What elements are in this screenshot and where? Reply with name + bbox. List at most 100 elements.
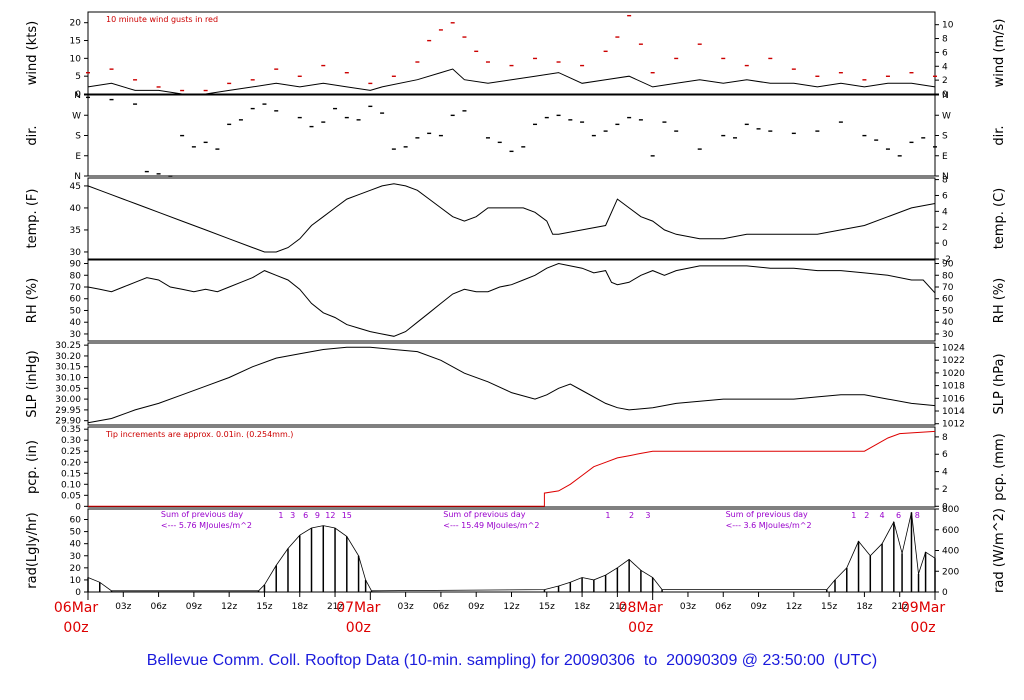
data-point (862, 79, 867, 81)
hour-label: 6 (303, 511, 308, 520)
right-tick-label: 4 (942, 207, 948, 217)
data-point (580, 64, 585, 67)
data-point (933, 146, 937, 148)
left-tick-label: 10 (70, 54, 82, 64)
right-tick-label: 400 (942, 547, 959, 557)
data-point (733, 137, 738, 139)
minor-tick-label: 06z (150, 602, 166, 612)
right-tick-label: 800 (942, 505, 959, 515)
right-tick-label: 6 (942, 450, 948, 460)
data-point (156, 86, 161, 88)
left-tick-label: 29.95 (55, 406, 81, 416)
data-point (556, 114, 561, 117)
right-tick-label: E (942, 152, 948, 162)
series-line (87, 183, 936, 253)
right-tick-label: 0 (942, 90, 948, 100)
right-tick-label: 80 (942, 271, 954, 281)
data-point (815, 130, 820, 132)
minor-tick-label: 03z (115, 602, 131, 612)
data-point (485, 61, 490, 63)
right-tick-label: N (942, 172, 949, 182)
left-tick-label: 45 (70, 182, 81, 192)
minor-tick-label: 21z (892, 602, 908, 612)
data-point (544, 116, 549, 119)
data-point (509, 64, 514, 67)
footer-prefix: Bellevue Comm. Coll. Rooftop Data (10-mi… (146, 652, 564, 669)
left-tick-label: 15 (70, 37, 81, 47)
right-tick-label: 40 (942, 318, 954, 328)
right-tick-label: -2 (942, 255, 951, 265)
right-tick-label: 0 (942, 588, 948, 598)
data-point (638, 119, 643, 121)
daily-sum-label: Sum of previous day (443, 510, 525, 519)
data-point (297, 116, 302, 119)
data-point (250, 79, 255, 81)
data-point (462, 36, 467, 38)
left-tick-label: 30 (70, 330, 82, 340)
major-tick-date: 08Mar (619, 600, 663, 616)
right-tick-label: N (942, 91, 949, 101)
minor-tick-label: 15z (539, 602, 555, 612)
data-point (191, 146, 196, 148)
data-point (909, 72, 914, 74)
data-point (674, 57, 679, 60)
left-tick-label: 40 (70, 318, 82, 328)
data-point (180, 134, 185, 137)
data-point (309, 125, 314, 128)
right-tick-label: 60 (942, 295, 954, 305)
data-point (885, 75, 890, 77)
left-tick-label: 0 (75, 90, 81, 100)
panel-frame (87, 11, 936, 95)
right-axis-label: dir. (992, 125, 1007, 145)
series-line (88, 430, 936, 507)
right-axis-label: pcp. (mm) (992, 433, 1007, 500)
left-tick-label: 20 (70, 564, 82, 574)
data-point (838, 72, 843, 74)
data-point (391, 75, 396, 77)
data-point (203, 141, 208, 144)
daily-sum-value: <--- 5.76 MJoules/m^2 (161, 521, 252, 530)
minor-tick-label: 06z (433, 602, 449, 612)
data-point (86, 72, 90, 74)
right-tick-label: W (942, 111, 951, 121)
data-point (580, 121, 585, 123)
data-point (238, 119, 243, 121)
major-tick-time: 00z (910, 620, 935, 636)
right-tick-label: 600 (942, 526, 959, 536)
minor-tick-label: 21z (609, 602, 625, 612)
right-tick-label: 30 (942, 330, 954, 340)
hour-label: 1 (851, 511, 856, 520)
left-tick-label: 50 (70, 528, 82, 538)
right-axis-label: SLP (hPa) (992, 353, 1007, 414)
right-tick-label: 1022 (942, 356, 965, 366)
left-axis-label: pcp. (in) (25, 440, 40, 494)
minor-tick-label: 12z (786, 602, 802, 612)
time-axis: 03z 06z 09z 12z 15z 18z 21z 03z 06z 09z 12z 15z 18z 2… (54, 592, 945, 636)
hour-label: 8 (915, 511, 920, 520)
left-tick-label: 30 (70, 248, 82, 258)
series-line (87, 262, 936, 337)
left-tick-label: 80 (70, 271, 82, 281)
right-tick-label: 90 (942, 260, 954, 270)
data-point (168, 175, 173, 177)
data-point (768, 57, 773, 60)
data-point (250, 107, 255, 110)
left-tick-label: 30.25 (55, 341, 81, 351)
right-tick-label: 6 (942, 48, 948, 58)
minor-tick-label: 12z (221, 602, 237, 612)
data-point (333, 107, 338, 110)
footer-timestamp: @ 23:50:00 (UTC) (737, 652, 878, 669)
hour-label: 4 (880, 511, 885, 520)
data-point (438, 29, 443, 31)
right-tick-label: 8 (942, 35, 948, 45)
panel-frame (87, 342, 936, 426)
left-tick-label: 0.10 (61, 480, 81, 490)
data-point (603, 130, 608, 132)
panel-frame (87, 177, 936, 260)
data-point (791, 68, 796, 70)
right-axis-label: rad (W/m^2) (992, 508, 1007, 593)
data-point (109, 98, 114, 101)
data-point (603, 50, 608, 53)
